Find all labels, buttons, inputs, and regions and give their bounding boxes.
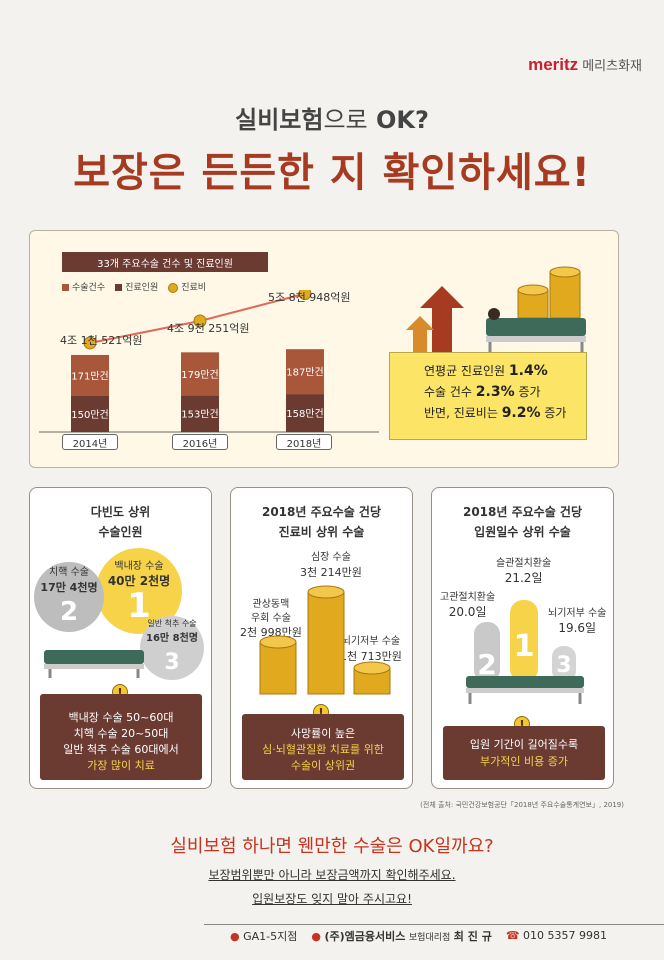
subtitle-end: OK? [367,106,429,134]
card1-title-2: 수술인원 [98,525,143,539]
subtitle: 실비보험으로 OK? [0,100,664,135]
cost-label-2018: 5조 8천 948억원 [268,291,351,304]
person-icon: ● [311,929,321,943]
bar-chart: 150만건 171만건 153만건 179만건 158만건 187만건 [39,290,379,433]
card3-label-knee: 슬관절치환술 21.2일 [496,558,552,585]
card2-title-1: 2018년 주요수술 건당 [261,505,382,519]
cost-label-2014: 4조 1천 521억원 [60,334,143,347]
bar-surgeries-label: 171만건 [71,370,109,382]
card2-note: 사망률이 높은 심·뇌혈관질환 치료를 위한 수술이 상위권 [242,714,404,780]
card2-label-brain: 뇌기저부 수술 1천 713만원 [340,636,402,663]
small-arrow-icon [406,316,434,352]
bar-patients-label: 150만건 [71,409,109,421]
legend-cost: 진료비 [168,280,206,293]
rank2-circle: 치핵 수술 17만 4천명 2 [34,562,104,632]
card3-label-hip: 고관절치환술 20.0일 [440,592,496,619]
year-label-2018: 2018년 [276,434,332,450]
bar-patients-label: 158만건 [286,408,324,420]
chart-title: 33개 주요수술 건수 및 진료인원 [62,252,268,272]
cost-point [193,314,207,328]
card3-note: 입원 기간이 길어질수록 부가적인 비용 증가 [443,726,605,780]
footer-branch: ● GA1-5지점 [230,929,298,943]
card2-label-bypass: 관상동맥 우회 수술 2천 998만원 [240,599,302,639]
bar-surgeries [181,352,219,396]
source-note: (전체 출처: 국민건강보험공단「2018년 주요수술통계연보」, 2019) [420,801,624,809]
bar-surgeries [71,354,109,396]
brand-sub: 메리츠화재 [582,59,642,74]
hospital-bed-icon [486,308,586,354]
chart-legend: 수술건수 진료인원 진료비 [62,280,206,293]
brand-logo: meritz 메리츠화재 [528,55,642,75]
cost-point [83,336,97,350]
rank1-circle: 백내장 수술 40만 2천명 1 [96,548,182,634]
cost-label-2016: 4조 9천 251억원 [167,322,250,335]
closing-line-2: 입원보장도 잊지 말아 주시고요! [252,892,412,906]
bar-surgeries-label: 179만건 [181,369,219,381]
bar-patients [71,396,109,432]
bar-patients [181,395,219,432]
growth-illustration [406,266,586,354]
closing-line-1: 보장범위뿐만 아니라 보장금액까지 확인해주세요. [208,868,456,882]
summary-box: 연평균 진료인원 1.4% 수술 건수 2.3% 증가 반면, 진료비는 9.2… [389,352,587,440]
card1-note: 백내장 수술 50~60대 치핵 수술 20~50대 일반 척추 수술 60대에… [40,694,202,780]
card3-bars-icon: 2 1 3 [466,600,584,704]
headline: 보장은 든든한 지 확인하세요! [73,150,591,196]
card2-coins-icon [259,585,391,695]
rank3-circle: 일반 척추 수술 16만 8천명 3 [140,616,204,680]
card2-label-heart: 심장 수술 3천 214만원 [300,552,362,579]
card3-label-brain: 뇌기저부 수술 19.6일 [548,608,607,635]
svg-text:1: 1 [514,629,535,664]
coin-stack-icon [517,266,581,319]
card3-title-2: 입원일수 상위 수술 [474,525,571,539]
svg-text:3: 3 [556,653,571,678]
card2-title-2: 진료비 상위 수술 [278,525,365,539]
legend-surgery: 수술건수 [62,280,105,293]
brand-name: meritz [528,55,579,74]
bar-patients [286,394,324,432]
card3-title-1: 2018년 주요수술 건당 [462,505,583,519]
card1-bed-icon [44,650,144,678]
svg-text:2: 2 [477,648,496,681]
up-arrow-icon [420,286,464,352]
subtitle-light: 으로 [323,106,368,134]
footer: ● GA1-5지점 ● (주)엠금융서비스 보험대리점 최 진 규 ☎ 010 … [204,924,664,946]
footer-company: ● (주)엠금융서비스 보험대리점 최 진 규 [311,929,492,943]
bar-patients-label: 153만건 [181,409,219,421]
footer-phone[interactable]: ☎ 010 5357 9981 [505,929,608,942]
bar-surgeries-label: 187만건 [286,367,324,379]
year-label-2016: 2016년 [172,434,228,450]
summary-line-3: 반면, 진료비는 9.2% 증가 [424,405,567,421]
legend-patients: 진료인원 [115,280,158,293]
closing-question: 실비보험 하나면 웬만한 수술은 OK일까요? [170,836,494,857]
location-pin-icon: ● [230,929,240,943]
subtitle-bold: 실비보험 [235,106,324,134]
year-label-2014: 2014년 [62,434,118,450]
summary-line-2: 수술 건수 2.3% 증가 [424,384,541,400]
cost-point [298,290,312,301]
summary-line-1: 연평균 진료인원 1.4% [424,363,548,379]
phone-icon: ☎ [505,929,520,942]
bar-surgeries [286,349,324,395]
card1-title-1: 다빈도 상위 [90,505,151,519]
